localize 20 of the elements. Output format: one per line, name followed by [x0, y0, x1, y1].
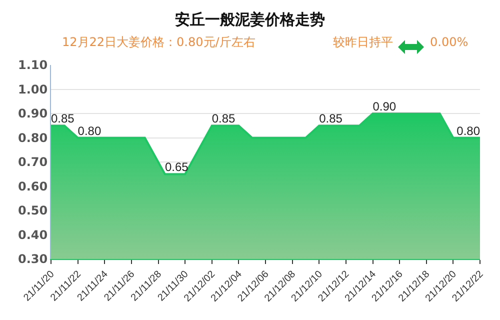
- data-label: 0.90: [372, 100, 396, 114]
- text: 较昨日持平: [333, 35, 393, 49]
- chart-subtitle: 12月22日大姜价格：0.80元/斤左右: [62, 35, 256, 49]
- y-tick-label: 1.00: [18, 82, 48, 96]
- data-label: 0.85: [319, 112, 343, 126]
- y-tick-label: 0.30: [18, 252, 48, 266]
- data-label: 0.85: [51, 112, 75, 126]
- text: 0.00%: [430, 35, 468, 49]
- y-tick-label: 0.40: [18, 228, 48, 242]
- y-tick-label: 0.80: [18, 130, 48, 145]
- y-tick-label: 0.70: [18, 155, 48, 170]
- data-label: 0.85: [212, 112, 236, 126]
- data-label: 0.80: [78, 124, 102, 138]
- y-tick-label: 0.90: [18, 106, 48, 121]
- y-tick-label: 0.60: [18, 179, 48, 194]
- chart-title: 安丘一般泥姜价格走势: [175, 10, 325, 28]
- y-tick-label: 1.10: [18, 58, 48, 72]
- data-label: 0.80: [456, 124, 480, 138]
- y-tick-label: 0.50: [18, 204, 48, 218]
- data-label: 0.65: [164, 160, 189, 174]
